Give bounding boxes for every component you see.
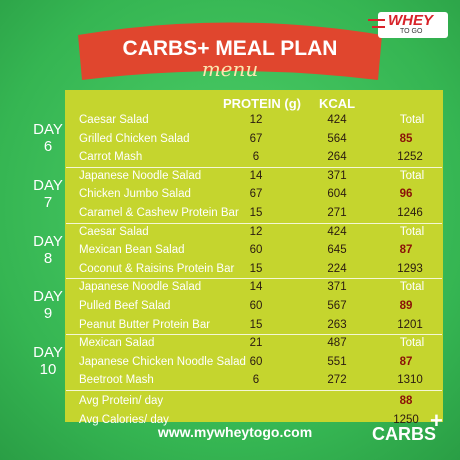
protein: 15: [249, 318, 263, 331]
summary-label: Avg Protein/ day: [79, 395, 164, 407]
protein: 12: [249, 225, 263, 238]
protein: 14: [249, 281, 263, 294]
kcal: 551: [327, 355, 347, 368]
meal-name: Pulled Beef Salad: [79, 300, 171, 312]
summary-value: 1250: [393, 413, 419, 426]
kcal: 224: [327, 262, 347, 275]
day-number: 8: [43, 249, 53, 267]
protein: 21: [249, 337, 263, 350]
protein: 67: [249, 132, 263, 145]
kcal: 371: [327, 281, 347, 294]
protein: 6: [252, 374, 260, 387]
total-kcal: 1252: [397, 151, 423, 164]
meal-name: Japanese Chicken Noodle Salad: [79, 355, 246, 368]
day-number: 10: [39, 361, 57, 379]
protein: 67: [249, 188, 263, 201]
logo-tag: TO GO: [400, 28, 423, 35]
meal-name: Grilled Chicken Salad: [79, 132, 190, 145]
total-protein: 89: [399, 300, 413, 312]
total-kcal: 1293: [397, 262, 423, 275]
day-label: DAY: [33, 176, 63, 194]
protein: 15: [249, 207, 263, 219]
meal-name: Carrot Mash: [79, 151, 143, 164]
summary-label: Avg Calories/ day: [79, 413, 169, 426]
total-kcal: 1201: [397, 318, 423, 331]
banner: [78, 22, 382, 80]
row-separator: [66, 222, 442, 224]
day-number: 7: [43, 193, 53, 211]
row-separator: [66, 166, 442, 168]
meal-name: Mexican Salad: [79, 337, 155, 350]
footer-brand: CARBS: [372, 424, 437, 444]
kcal: 604: [327, 188, 347, 201]
meal-name: Coconut & Raisins Protein Bar: [79, 262, 235, 275]
day-number: 6: [43, 138, 53, 155]
total-protein: 87: [399, 244, 413, 257]
footer-plus: +: [430, 408, 443, 433]
kcal: 424: [327, 114, 347, 126]
kcal: 564: [327, 132, 347, 145]
meal-name: Japanese Noodle Salad: [79, 169, 202, 182]
protein: 60: [249, 300, 263, 312]
meal-name: Caramel & Cashew Protein Bar: [79, 207, 239, 219]
kcal: 272: [327, 374, 347, 387]
row-separator: [66, 390, 442, 391]
day-label: DAY: [33, 121, 63, 138]
total-label: Total: [399, 114, 425, 126]
total-label: Total: [399, 169, 425, 182]
meal-name: Chicken Jumbo Salad: [79, 188, 191, 201]
day-label: DAY: [33, 344, 63, 362]
meal-name: Caesar Salad: [79, 114, 149, 126]
day-label: DAY: [33, 288, 63, 306]
meal-name: Caesar Salad: [79, 225, 149, 238]
row-separator: [66, 278, 442, 280]
meal-name: Peanut Butter Protein Bar: [79, 318, 211, 331]
logo-box: [378, 12, 448, 38]
kcal: 487: [327, 337, 347, 350]
protein: 60: [249, 244, 263, 257]
protein: 15: [249, 262, 263, 275]
title: CARBS+ MEAL PLAN: [122, 37, 338, 60]
column-header: KCAL: [318, 96, 356, 111]
total-label: Total: [399, 281, 425, 294]
logo-brand: WHEY: [388, 12, 433, 29]
total-kcal: 1246: [397, 207, 423, 219]
day-number: 9: [43, 305, 53, 323]
day-label: DAY: [33, 232, 63, 250]
row-separator: [66, 334, 442, 336]
total-label: Total: [399, 337, 425, 350]
meal-name: Mexican Bean Salad: [79, 244, 185, 257]
total-protein: 85: [399, 132, 413, 145]
meal-name: Japanese Noodle Salad: [79, 281, 202, 294]
protein: 6: [252, 151, 260, 164]
kcal: 567: [327, 300, 347, 312]
meal-name: Beetroot Mash: [79, 374, 154, 387]
kcal: 263: [327, 318, 347, 331]
menu-box: [65, 90, 443, 422]
protein: 12: [249, 114, 263, 126]
kcal: 424: [327, 225, 347, 238]
kcal: 271: [327, 207, 347, 219]
summary-value: 88: [399, 395, 413, 407]
kcal: 264: [327, 151, 347, 164]
column-header: PROTEIN (g): [223, 96, 301, 111]
kcal: 371: [327, 169, 347, 182]
total-protein: 87: [399, 355, 413, 368]
protein: 14: [249, 169, 263, 182]
total-label: Total: [399, 225, 425, 238]
total-protein: 96: [399, 188, 413, 201]
kcal: 645: [327, 244, 347, 257]
footer-url: www.mywheytogo.com: [157, 424, 313, 440]
total-kcal: 1310: [397, 374, 423, 387]
subtitle: menu: [201, 57, 259, 81]
protein: 60: [249, 355, 263, 368]
